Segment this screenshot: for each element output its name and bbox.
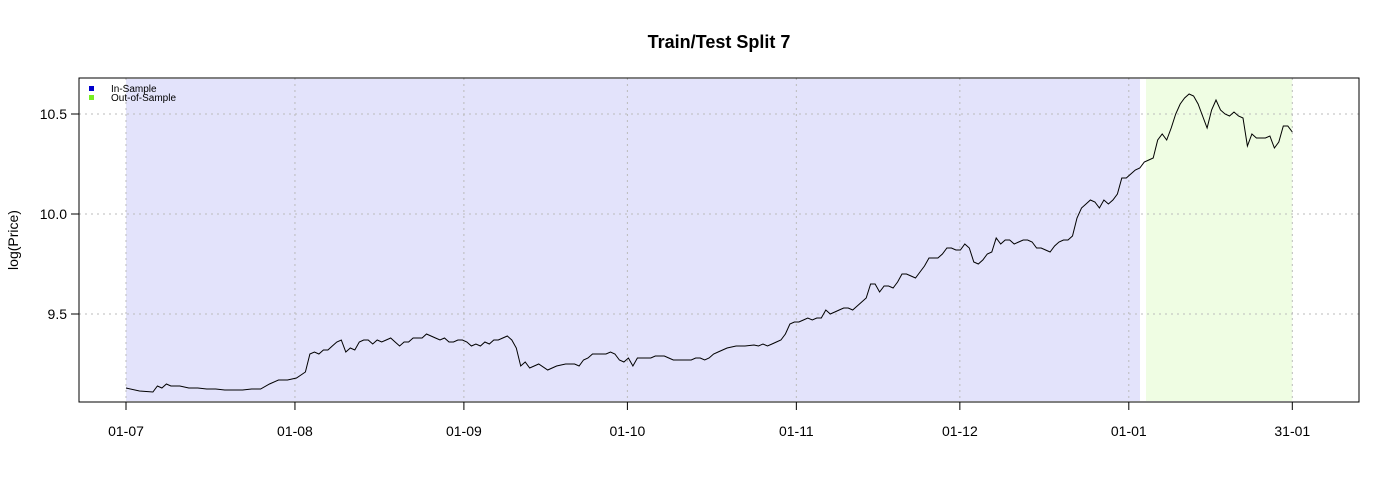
x-tick-label-5: 01-12 bbox=[942, 423, 978, 439]
x-tick-label-6: 01-01 bbox=[1111, 423, 1147, 439]
chart-title: Train/Test Split 7 bbox=[648, 32, 791, 52]
in-sample-region bbox=[126, 79, 1140, 401]
y-tick-label-1: 10.0 bbox=[40, 206, 67, 222]
legend-label-1: Out-of-Sample bbox=[111, 93, 176, 104]
y-axis: 9.5 10.0 10.5 bbox=[40, 106, 79, 322]
x-axis: 01-07 01-08 01-09 01-10 01-11 01-12 01-01 31-01 bbox=[108, 401, 1310, 439]
out-of-sample-region bbox=[1146, 79, 1293, 401]
legend-swatch-1 bbox=[89, 95, 94, 100]
x-tick-label-2: 01-09 bbox=[446, 423, 482, 439]
legend-label-0: In-Sample bbox=[111, 84, 157, 95]
y-axis-label: log(Price) bbox=[5, 210, 21, 270]
x-tick-label-3: 01-10 bbox=[609, 423, 645, 439]
x-tick-label-7: 31-01 bbox=[1274, 423, 1310, 439]
y-tick-label-0: 9.5 bbox=[48, 306, 68, 322]
x-tick-label-1: 01-08 bbox=[277, 423, 313, 439]
series-layer bbox=[125, 93, 1293, 393]
x-tick-label-0: 01-07 bbox=[108, 423, 144, 439]
y-tick-label-2: 10.5 bbox=[40, 106, 67, 122]
x-tick-label-4: 01-11 bbox=[779, 423, 814, 439]
legend-swatch-0 bbox=[89, 86, 94, 91]
grid bbox=[79, 78, 1359, 402]
sample-regions bbox=[126, 79, 1293, 401]
series-line bbox=[125, 93, 1293, 393]
